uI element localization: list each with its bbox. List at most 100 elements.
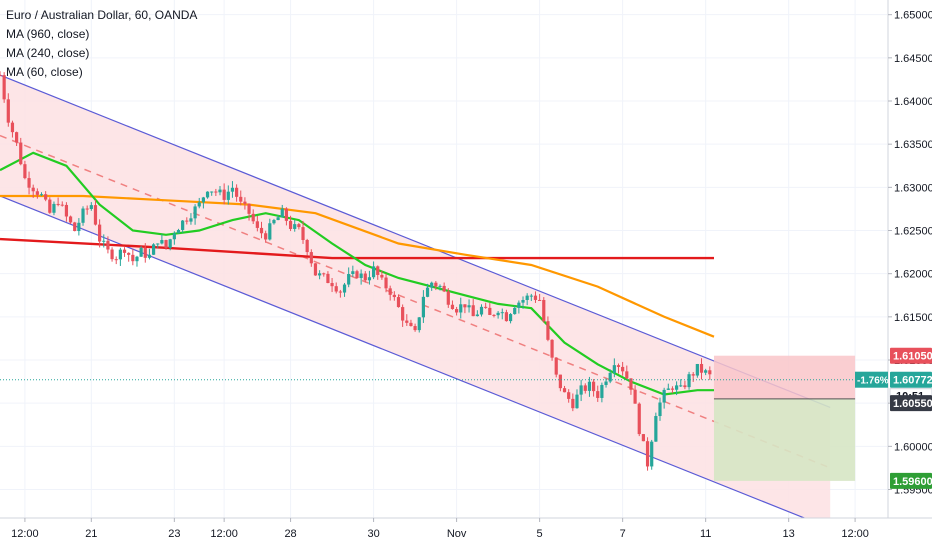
candle-body <box>504 312 509 322</box>
candle-body <box>98 224 102 242</box>
candle-body <box>131 254 135 262</box>
price-tick-label: 1.64500 <box>894 53 932 65</box>
price-axis-bg <box>888 0 932 550</box>
candle-body <box>6 99 10 123</box>
candle-body <box>612 365 616 373</box>
candle-body <box>455 309 459 313</box>
candle-body <box>621 366 625 372</box>
candle-body <box>168 239 172 248</box>
candle-body <box>151 244 156 255</box>
chart-legend: Euro / Australian Dollar, 60, OANDA MA (… <box>6 6 197 82</box>
ma60-line <box>0 151 714 396</box>
short-position-tool[interactable] <box>713 355 856 481</box>
candle-body <box>633 389 637 404</box>
candle-body <box>533 295 538 300</box>
candle-body <box>73 222 77 232</box>
stop-badge-bg <box>890 347 932 364</box>
candle-body <box>521 299 525 303</box>
candle-body <box>135 256 139 262</box>
candle-body <box>222 189 226 200</box>
candle-body <box>44 194 48 200</box>
time-tick-label: 11 <box>700 528 711 540</box>
candle-body <box>288 220 293 229</box>
candle-body <box>31 187 35 192</box>
candle-body <box>550 339 554 358</box>
target-badge-label: 1.59600 <box>893 476 932 488</box>
ma960-line <box>0 237 714 260</box>
candle-body <box>650 441 654 467</box>
candle-body <box>272 220 276 224</box>
candle-body <box>695 363 699 376</box>
time-tick-label: 13 <box>783 528 795 540</box>
time-tick-label: 21 <box>85 528 97 540</box>
candle-body <box>197 202 201 207</box>
candle-body <box>52 203 56 213</box>
price-tick-label: 1.63000 <box>894 182 932 194</box>
candle-body <box>122 249 127 253</box>
candle-body <box>156 243 160 245</box>
candle-body <box>658 402 662 417</box>
candle-body <box>699 363 704 373</box>
candle-body <box>529 295 533 297</box>
candle-body <box>201 197 205 203</box>
candle-body <box>388 288 392 295</box>
legend-ma60[interactable]: MA (60, close) <box>6 65 83 79</box>
candle-body <box>305 240 309 253</box>
candle-body <box>363 273 367 281</box>
candle-body <box>421 296 425 318</box>
candle-body <box>637 403 641 435</box>
candle-body <box>235 187 239 197</box>
stop-badge-label: 1.61050 <box>893 351 932 363</box>
candle-body <box>492 314 496 316</box>
candle-body <box>2 75 6 100</box>
candle-body <box>214 191 218 193</box>
candle-body <box>396 297 401 308</box>
candle-body <box>93 205 98 225</box>
candle-body <box>475 314 479 317</box>
time-tick-label: Nov <box>447 528 467 540</box>
candle-body <box>367 277 372 281</box>
candle-body <box>384 277 388 289</box>
candle-body <box>255 221 259 228</box>
candle-body <box>243 201 247 204</box>
candle-body <box>484 306 488 308</box>
time-tick-label: 12:00 <box>841 528 869 540</box>
channel-midline <box>0 134 831 469</box>
candle-body <box>641 434 645 442</box>
candle-body <box>23 164 27 179</box>
candle-body <box>139 247 143 257</box>
candle-body <box>85 208 89 210</box>
candle-body <box>127 252 131 255</box>
candle-body <box>172 233 176 240</box>
candle-body <box>625 371 629 379</box>
candle-body <box>496 312 500 316</box>
target-badge-bg <box>890 472 932 489</box>
candle-body <box>330 283 334 287</box>
candle-body <box>347 273 351 285</box>
price-axis[interactable]: 1.65000 1.64500 1.64000 1.63500 1.63000 1.625… <box>887 0 932 550</box>
candle-body <box>434 282 438 287</box>
candle-body <box>463 304 467 308</box>
time-tick-label: 23 <box>168 528 180 540</box>
candle-body <box>513 307 517 315</box>
regression-channel <box>0 74 831 529</box>
legend-title[interactable]: Euro / Australian Dollar, 60, OANDA <box>6 8 198 22</box>
price-tick-label: 1.62000 <box>894 269 932 281</box>
candle-body <box>450 304 455 310</box>
time-axis[interactable]: 12:00 21 23 12:00 28 30 Nov 5 7 11 13 12:00 <box>0 517 932 550</box>
candle-body <box>189 218 193 222</box>
candle-body <box>687 374 691 388</box>
candle-body <box>562 388 567 393</box>
candle-body <box>459 304 463 313</box>
candle-body <box>438 285 442 287</box>
candle-body <box>380 274 384 278</box>
legend-ma960[interactable]: MA (960, close) <box>6 27 90 41</box>
candle-body <box>259 227 264 234</box>
percent-badge-bg <box>855 371 888 388</box>
candle-body <box>616 365 621 367</box>
legend-ma240[interactable]: MA (240, close) <box>6 46 90 60</box>
candle-body <box>247 203 251 214</box>
candle-body <box>64 204 69 217</box>
candle-body <box>19 142 23 165</box>
